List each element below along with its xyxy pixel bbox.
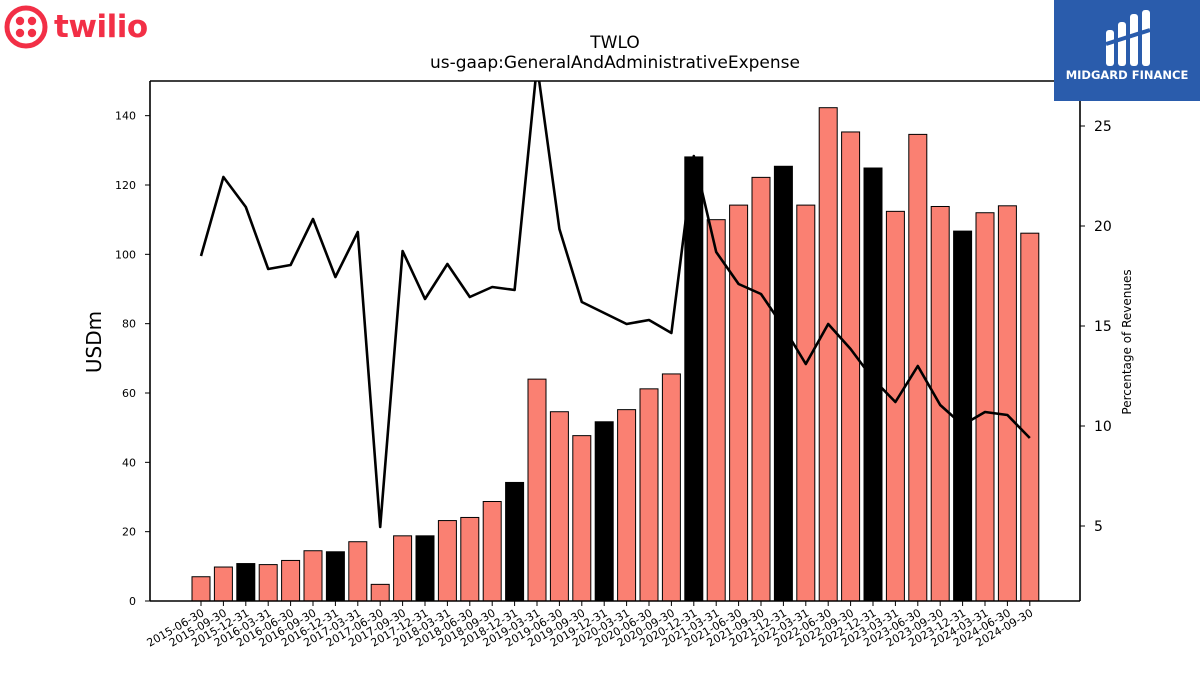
bar [191, 576, 211, 602]
twilio-icon [4, 5, 48, 49]
bar [661, 373, 681, 602]
percentage-line-group [199, 81, 1031, 529]
midgard-finance-wordmark: MIDGARD FINANCE [1065, 68, 1189, 82]
bar [818, 107, 838, 602]
chart-title: TWLO [589, 33, 639, 53]
bar [460, 516, 480, 602]
y-tick-label: 120 [115, 179, 136, 192]
bars-group [191, 107, 1040, 602]
y2-tick-label: 5 [1094, 519, 1103, 535]
bar [258, 564, 278, 602]
bar [505, 481, 525, 602]
bar [370, 583, 390, 602]
y-axis-label: USDm [82, 311, 106, 373]
y2-tick-label: 20 [1094, 219, 1112, 235]
y-tick-label: 140 [115, 110, 136, 123]
y2-tick-label: 10 [1094, 419, 1112, 435]
bar [303, 550, 323, 602]
midgard-finance-logo: MIDGARD FINANCE [1054, 0, 1200, 101]
twilio-logo: twilio [4, 4, 148, 50]
chart-subtitle: us-gaap:GeneralAndAdministrativeExpense [430, 53, 800, 73]
bar [393, 535, 413, 602]
bar [639, 388, 659, 602]
bar [482, 501, 502, 602]
bar [885, 210, 905, 602]
y-tick-label: 80 [122, 318, 136, 331]
y-tick-label: 100 [115, 248, 136, 261]
bar [549, 411, 569, 602]
bar [1020, 232, 1040, 602]
y-tick-label: 60 [122, 387, 136, 400]
midgard-emblem-icon [1105, 10, 1151, 66]
bar [773, 165, 793, 602]
bar [729, 204, 749, 602]
bar [437, 520, 457, 602]
y2-tick-label: 25 [1094, 119, 1112, 135]
y2-tick-label: 15 [1094, 319, 1112, 335]
bar [236, 563, 256, 602]
y2-axis-label: Percentage of Revenues [1120, 269, 1134, 414]
bar [325, 551, 345, 602]
bar [527, 378, 547, 602]
bar [617, 409, 637, 602]
axes-group: 0204060801001201405101520252015-06-30201… [115, 80, 1112, 650]
bar [953, 230, 973, 602]
bar [706, 219, 726, 602]
twilio-wordmark: twilio [54, 9, 148, 45]
bar [841, 131, 861, 602]
percentage-line [199, 81, 1031, 529]
bar [975, 212, 995, 602]
bar [751, 176, 771, 602]
bar [684, 156, 704, 602]
bar [796, 204, 816, 602]
y-tick-label: 0 [129, 595, 136, 608]
y-tick-label: 20 [122, 526, 136, 539]
bar [572, 435, 592, 602]
y-tick-label: 40 [122, 456, 136, 469]
bar [415, 535, 435, 602]
bar [281, 559, 301, 602]
bar [213, 566, 233, 602]
bar [594, 421, 614, 602]
bar [997, 205, 1017, 602]
bar [348, 541, 368, 602]
